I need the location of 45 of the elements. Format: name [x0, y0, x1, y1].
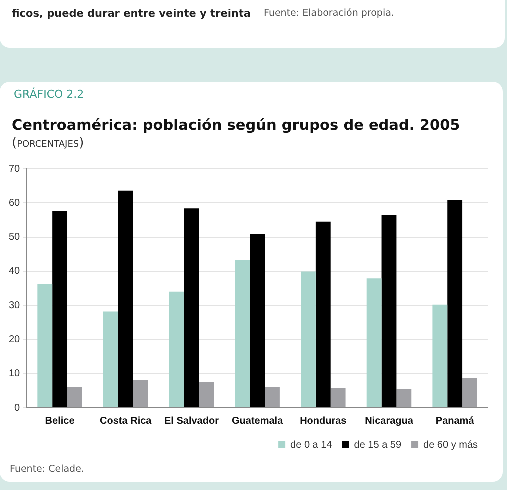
text: ficos, puede durar entre veinte y treinta	[12, 8, 252, 20]
legend-label: de 15 a 59	[354, 440, 402, 451]
bar	[52, 210, 68, 408]
x-tick-label: Costa Rica	[100, 416, 152, 427]
bar	[38, 284, 53, 408]
chart-subtitle: (porcentajes)	[12, 136, 84, 151]
bar	[199, 382, 214, 408]
bar	[118, 190, 134, 408]
x-tick-label: Honduras	[300, 416, 348, 427]
bar	[265, 388, 280, 408]
text: GRÁFICO 2.2	[14, 88, 84, 101]
bar	[250, 234, 266, 408]
x-tick-label: Panamá	[436, 416, 475, 427]
bar	[448, 200, 463, 408]
bar	[235, 260, 250, 408]
bar	[366, 278, 382, 408]
x-tick-label: Belice	[45, 416, 76, 427]
bar	[103, 312, 118, 408]
y-tick-label: 10	[9, 368, 21, 380]
bar	[169, 292, 184, 408]
y-tick-label: 20	[9, 334, 21, 346]
bar	[68, 388, 82, 408]
bar	[184, 208, 200, 408]
x-tick-label: Guatemala	[232, 416, 284, 427]
legend-label: de 60 y más	[424, 440, 478, 451]
bar	[301, 272, 316, 408]
x-tick-label: El Salvador	[164, 416, 220, 427]
y-tick-label: 0	[14, 402, 21, 414]
chart-title: Centroamérica: población según grupos de edad. 2005	[12, 118, 460, 134]
bar	[133, 380, 148, 408]
x-tick-label: Nicaragua	[365, 416, 414, 427]
bar	[382, 215, 397, 408]
y-tick-label: 30	[9, 300, 21, 312]
bar	[432, 304, 448, 408]
y-tick-label: 70	[9, 164, 21, 175]
source-note: Fuente: Elaboración propia.	[264, 8, 394, 19]
bar	[330, 388, 346, 408]
y-tick-label: 60	[9, 198, 21, 209]
y-tick-label: 40	[9, 266, 21, 278]
source-note: Fuente: Celade.	[10, 464, 84, 475]
bar	[316, 222, 331, 408]
bar	[462, 378, 478, 408]
legend-label: de 0 a 14	[290, 440, 333, 451]
y-tick-label: 50	[9, 232, 21, 244]
bar	[396, 389, 412, 408]
